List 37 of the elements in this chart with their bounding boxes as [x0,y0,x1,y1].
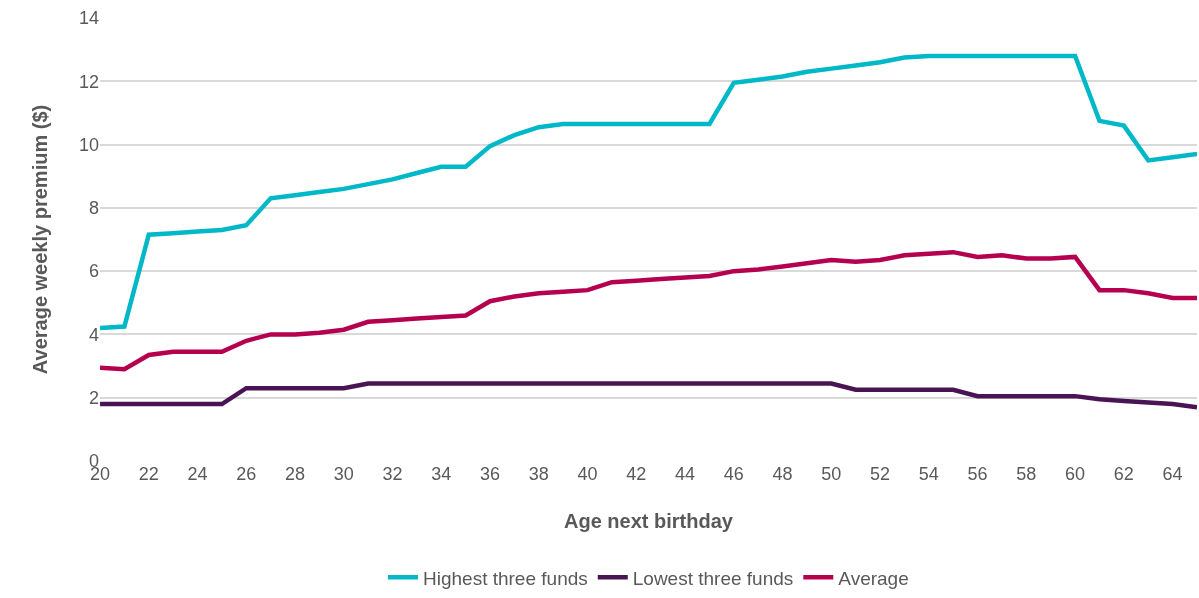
y-tick-label: 12 [78,71,99,92]
x-tick-label: 46 [723,464,744,484]
line-series [100,249,1197,372]
y-tick-label: 6 [88,261,99,282]
legend-label: Average [838,567,909,589]
x-tick-label: 36 [480,464,501,484]
x-tick-label: 60 [1065,464,1086,484]
line-series [100,53,1197,331]
line-series [100,381,1197,410]
x-tick-label: 48 [772,464,793,484]
x-tick-label: 34 [431,464,452,484]
y-tick-label: 8 [88,198,99,219]
x-tick-label: 30 [333,464,354,484]
x-tick-label: 26 [236,464,257,484]
y-tick-label: 10 [78,134,99,155]
legend-label: Lowest three funds [632,567,794,589]
x-tick-label: 64 [1162,464,1183,484]
x-tick-label: 22 [138,464,159,484]
x-tick-label: 62 [1113,464,1134,484]
y-tick-label: 14 [78,8,99,29]
x-tick-label: 42 [626,464,647,484]
x-tick-label: 40 [577,464,598,484]
x-tick-label: 28 [285,464,306,484]
x-tick-label: 50 [821,464,842,484]
x-axis-title: Age next birthday [564,509,734,532]
y-axis-title: Average weekly premium ($) [29,104,52,375]
x-tick-label: 24 [187,464,208,484]
x-tick-label: 44 [675,464,696,484]
x-tick-label: 52 [870,464,891,484]
x-tick-label: 58 [1016,464,1037,484]
x-tick-label: 38 [528,464,549,484]
x-tick-label: 56 [967,464,988,484]
y-tick-label: 4 [88,324,99,345]
x-tick-label: 32 [382,464,403,484]
x-tick-label: 54 [918,464,939,484]
legend-label: Highest three funds [423,567,588,589]
y-tick-label: 2 [88,388,99,409]
